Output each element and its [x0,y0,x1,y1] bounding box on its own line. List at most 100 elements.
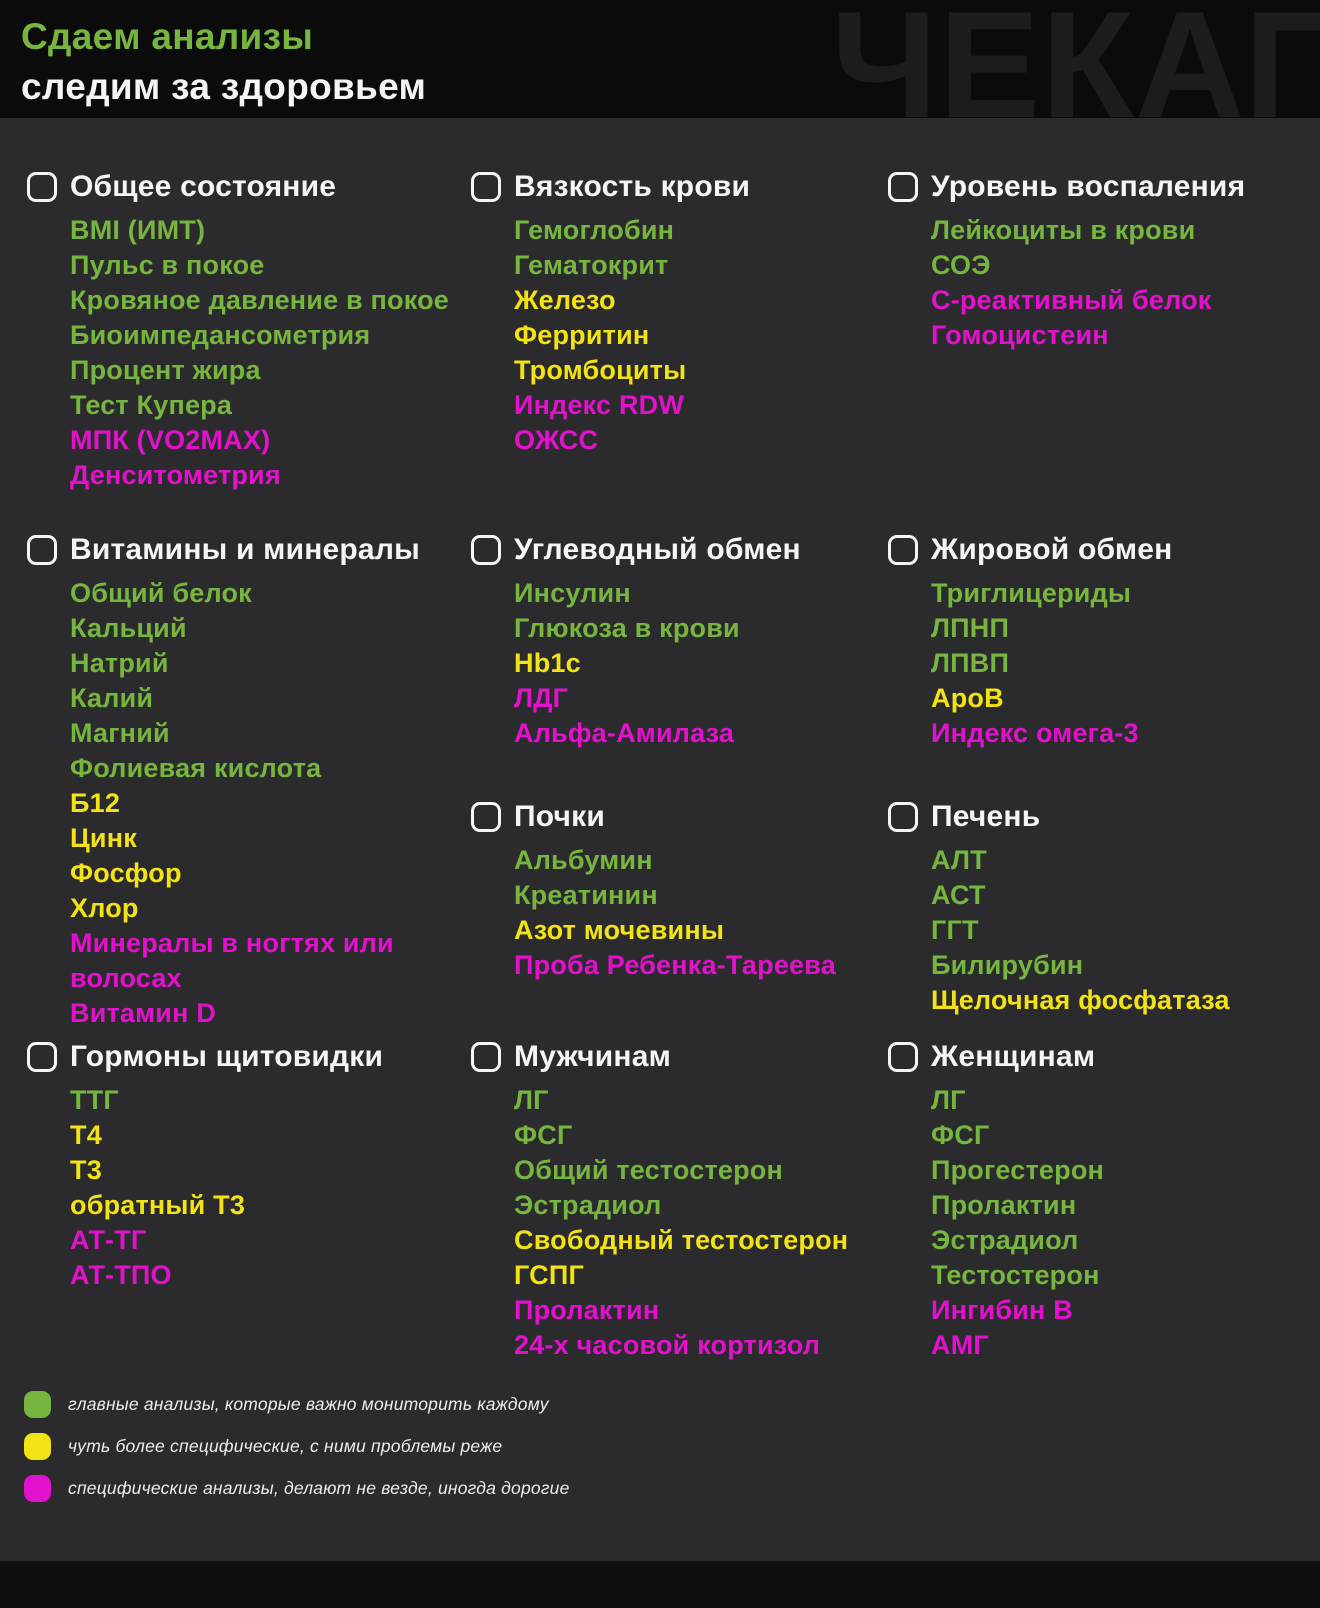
test-item: Триглицериды [931,578,1132,608]
test-item: ЛГ [514,1085,549,1115]
test-item: Тромбоциты [514,355,687,385]
test-item: ФСГ [514,1120,573,1150]
legend-row-green: главные анализы, которые важно мониторит… [24,1391,1320,1418]
test-item: Ферритин [514,320,650,350]
legend-label: главные анализы, которые важно мониторит… [68,1394,549,1414]
test-item: ОЖСС [514,425,599,455]
test-item: Хлор [70,893,139,923]
section-blood-viscosity: Вязкость крови Гемоглобин Гематокрит Желез… [471,170,888,533]
test-item: Лейкоциты в крови [931,215,1196,245]
test-item: Б12 [70,788,121,818]
checkbox-thyroid-hormones[interactable] [27,1042,57,1072]
test-item: Билирубин [931,950,1084,980]
watermark-logo: ЧЕКАП [831,0,1320,118]
test-item: ТТГ [70,1085,119,1115]
test-list: Инсулин Глюкоза в крови Hb1c ЛДГ Альфа-Амила… [471,576,888,751]
test-item: ГГТ [931,915,979,945]
test-item: АТ-ТПО [70,1260,172,1290]
section-title: Витамины и минералы [70,533,420,566]
test-item: Щелочная фосфатаза [931,985,1230,1015]
test-item: Азот мочевины [514,915,725,945]
legend-row-magenta: специфические анализы, делают не везде, … [24,1475,1320,1502]
test-item: Т4 [70,1120,102,1150]
test-item: ЛПВП [931,648,1010,678]
test-item: Индекс омега-3 [931,718,1139,748]
test-item: ApoB [931,683,1004,713]
test-item: Т3 [70,1155,102,1185]
legend-row-yellow: чуть более специфические, с ними проблем… [24,1433,1320,1460]
test-item: Кальций [70,613,187,643]
test-item: ФСГ [931,1120,990,1150]
test-item: СОЭ [931,250,991,280]
test-item: Фолиевая кислота [70,753,322,783]
test-item: Креатинин [514,880,658,910]
test-item: Пролактин [514,1295,660,1325]
checkbox-inflammation-level[interactable] [888,172,918,202]
test-item: Пролактин [931,1190,1077,1220]
section-for-men: Мужчинам ЛГ ФСГ Общий тестостерон Эстрадиол… [471,1040,888,1363]
section-vitamins-minerals: Витамины и минералы Общий белок Кальций На… [27,533,471,1040]
legend-label: чуть более специфические, с ними проблем… [68,1436,503,1456]
test-item: Денситометрия [70,460,281,490]
checkbox-vitamins-minerals[interactable] [27,535,57,565]
test-item: ЛПНП [931,613,1010,643]
section-thyroid-hormones: Гормоны щитовидки ТТГ Т4 Т3 обратный Т3 АТ-Т… [27,1040,471,1363]
section-title: Уровень воспаления [931,170,1246,203]
test-item: Минералы в ногтях или волосах [70,928,394,993]
test-item: Прогестерон [931,1155,1105,1185]
test-item: 24-х часовой кортизол [514,1330,821,1360]
test-item: Общий тестостерон [514,1155,784,1185]
checkbox-carb-metabolism[interactable] [471,535,501,565]
test-item: Витамин D [70,998,217,1028]
section-kidneys: Почки Альбумин Креатинин Азот мочевины Проб… [471,800,888,1040]
test-item: Свободный тестостерон [514,1225,849,1255]
section-title: Почки [514,800,606,833]
green-swatch-icon [24,1391,51,1418]
checkbox-kidneys[interactable] [471,802,501,832]
page-title: Сдаем анализы [21,16,314,57]
section-title: Жировой обмен [931,533,1173,566]
test-item: Проба Ребенка-Тареева [514,950,836,980]
test-item: BMI (ИМТ) [70,215,206,245]
test-list: ЛГ ФСГ Прогестерон Пролактин Эстрадиол Тестос… [888,1083,1320,1363]
test-item: АМГ [931,1330,989,1360]
checkbox-for-women[interactable] [888,1042,918,1072]
test-item: Железо [514,285,616,315]
test-item: Эстрадиол [514,1190,662,1220]
test-item: Общий белок [70,578,252,608]
test-item: МПК (VO2MAX) [70,425,271,455]
test-item: ЛГ [931,1085,966,1115]
test-item: Фосфор [70,858,182,888]
test-item: Альбумин [514,845,653,875]
test-item: Глюкоза в крови [514,613,740,643]
checkbox-general-state[interactable] [27,172,57,202]
section-title: Вязкость крови [514,170,751,203]
test-list: Лейкоциты в крови СОЭ С-реактивный белок Го… [888,213,1320,353]
test-item: Магний [70,718,170,748]
checklist-grid: Общее состояние BMI (ИМТ) Пульс в покое Кр… [0,118,1320,1363]
test-item: Цинк [70,823,137,853]
test-item: С-реактивный белок [931,285,1212,315]
checkbox-liver[interactable] [888,802,918,832]
test-list: BMI (ИМТ) Пульс в покое Кровяное давление … [27,213,471,493]
checkbox-blood-viscosity[interactable] [471,172,501,202]
test-item: Кровяное давление в покое [70,285,449,315]
test-item: АСТ [931,880,986,910]
section-fat-metabolism: Жировой обмен Триглицериды ЛПНП ЛПВП ApoB Ин… [888,533,1320,800]
checkbox-for-men[interactable] [471,1042,501,1072]
checkbox-fat-metabolism[interactable] [888,535,918,565]
test-item: Hb1c [514,648,581,678]
test-item: Гематокрит [514,250,669,280]
section-title: Женщинам [931,1040,1096,1073]
test-item: Натрий [70,648,169,678]
test-list: Общий белок Кальций Натрий Калий Магний Фолие… [27,576,471,1031]
page-header: Сдаем анализы следим за здоровьем ЧЕКАП [0,0,1320,118]
section-title: Печень [931,800,1041,833]
test-list: ЛГ ФСГ Общий тестостерон Эстрадиол Свободный… [471,1083,888,1363]
section-inflammation-level: Уровень воспаления Лейкоциты в крови СОЭ С… [888,170,1320,533]
yellow-swatch-icon [24,1433,51,1460]
magenta-swatch-icon [24,1475,51,1502]
section-general-state: Общее состояние BMI (ИМТ) Пульс в покое Кр… [27,170,471,533]
test-item: обратный Т3 [70,1190,246,1220]
test-item: Инсулин [514,578,631,608]
